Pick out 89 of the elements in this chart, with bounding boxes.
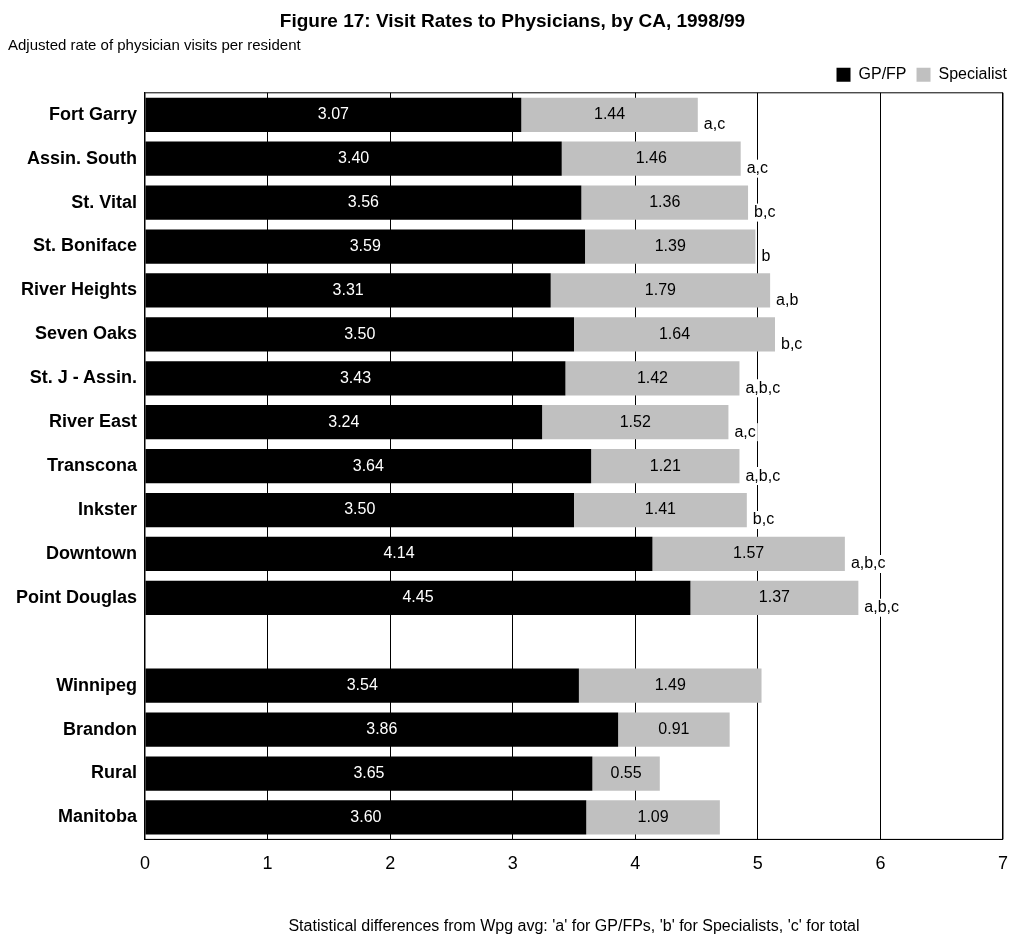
data-label: 1.57 (733, 544, 765, 562)
data-label: 3.86 (366, 720, 398, 738)
data-label: 1.79 (644, 280, 677, 298)
bar (521, 97, 698, 132)
data-label: 3.64 (352, 456, 384, 474)
y-tick-label: Manitoba (58, 806, 138, 827)
annotation: a,c (734, 422, 756, 440)
data-label: 4.45 (402, 588, 434, 606)
data-label: 1.64 (658, 324, 691, 342)
bar (592, 756, 660, 791)
y-tick-label: River East (48, 411, 137, 432)
annotation: a,b,c (745, 466, 781, 484)
y-tick-label: Brandon (63, 718, 137, 739)
data-label: 3.59 (349, 236, 381, 254)
data-label: 1.46 (635, 149, 667, 167)
data-label: 3.43 (339, 368, 372, 386)
bar (652, 536, 845, 572)
data-label: 3.50 (344, 500, 376, 518)
bar (550, 273, 771, 308)
bar (585, 229, 756, 264)
y-tick-label: Winnipeg (56, 674, 137, 695)
data-label: 1.09 (637, 807, 669, 825)
data-label: 3.24 (328, 412, 360, 430)
annotation: a,b,c (850, 554, 886, 572)
x-tick-label: 3 (507, 853, 518, 874)
y-tick-label: Downtown (46, 542, 137, 563)
bar (591, 448, 740, 484)
text: Statistical differences from Wpg avg: 'a' for GP/FPs, 'b' for Specialists, 'c' for total (288, 917, 860, 935)
bar (690, 580, 859, 615)
bar (586, 800, 720, 835)
data-label: 3.31 (332, 280, 364, 298)
data-label: 1.41 (644, 500, 677, 518)
bar (578, 668, 762, 703)
annotation: a,c (703, 115, 726, 133)
data-label: 0.91 (658, 720, 690, 738)
bar (574, 317, 776, 352)
bar (574, 492, 747, 528)
data-label: 1.42 (636, 368, 669, 386)
bar (581, 185, 749, 220)
annotation: b (761, 246, 771, 264)
data-label: 0.55 (610, 763, 642, 781)
data-label: 3.65 (353, 763, 385, 781)
annotation: b,c (754, 203, 776, 220)
y-tick-label: St. J - Assin. (29, 367, 137, 388)
annotation: a,b,c (745, 378, 781, 396)
data-label: 3.54 (346, 676, 378, 694)
x-tick-label: 0 (139, 853, 151, 874)
legend-label: GP/FP (858, 65, 907, 83)
bar (542, 405, 729, 440)
y-tick-label: Rural (90, 762, 137, 783)
data-label: 1.52 (619, 412, 651, 430)
x-tick-label: 4 (630, 853, 641, 874)
y-tick-label: Inkster (77, 498, 137, 519)
y-tick-label: Fort Garry (48, 103, 137, 124)
data-label: 4.14 (383, 544, 415, 562)
data-label: 1.44 (593, 105, 626, 123)
data-label: 3.60 (350, 807, 382, 825)
y-tick-label: Assin. South (26, 147, 137, 168)
data-label: 3.56 (347, 193, 380, 210)
bar (565, 361, 740, 396)
data-label: 1.49 (654, 676, 686, 694)
annotation: a,b,c (864, 598, 900, 616)
x-tick-label: 1 (262, 853, 273, 874)
y-tick-label: River Heights (20, 279, 137, 300)
data-label: 3.50 (344, 324, 376, 342)
data-label: 1.21 (649, 456, 681, 474)
annotation: b,c (752, 510, 775, 528)
y-tick-label: St. Boniface (32, 235, 137, 256)
data-label: 1.36 (649, 193, 681, 210)
chart-title: Figure 17: Visit Rates to Physicians, by CA, 1998/99 (279, 9, 746, 31)
bar (561, 141, 741, 176)
y-tick-label: Point Douglas (16, 586, 137, 607)
chart-subtitle: Adjusted rate of physician visits per resident (8, 35, 302, 53)
annotation: a,c (746, 159, 769, 177)
x-tick-label: 2 (385, 853, 396, 874)
data-label: 1.39 (654, 236, 686, 254)
data-label: 3.07 (317, 105, 350, 123)
x-tick-label: 6 (875, 853, 886, 874)
legend-label: Specialist (938, 65, 1008, 83)
y-tick-label: Transcona (46, 455, 138, 476)
data-label: 3.40 (338, 149, 370, 167)
x-tick-label: 5 (752, 853, 763, 874)
x-tick-label: 7 (997, 853, 1008, 874)
y-tick-label: St. Vital (71, 191, 137, 212)
annotation: a,b (776, 290, 799, 308)
y-tick-label: Seven Oaks (34, 323, 137, 344)
annotation: b,c (781, 334, 803, 352)
data-label: 1.37 (758, 588, 791, 606)
bar (618, 712, 730, 747)
